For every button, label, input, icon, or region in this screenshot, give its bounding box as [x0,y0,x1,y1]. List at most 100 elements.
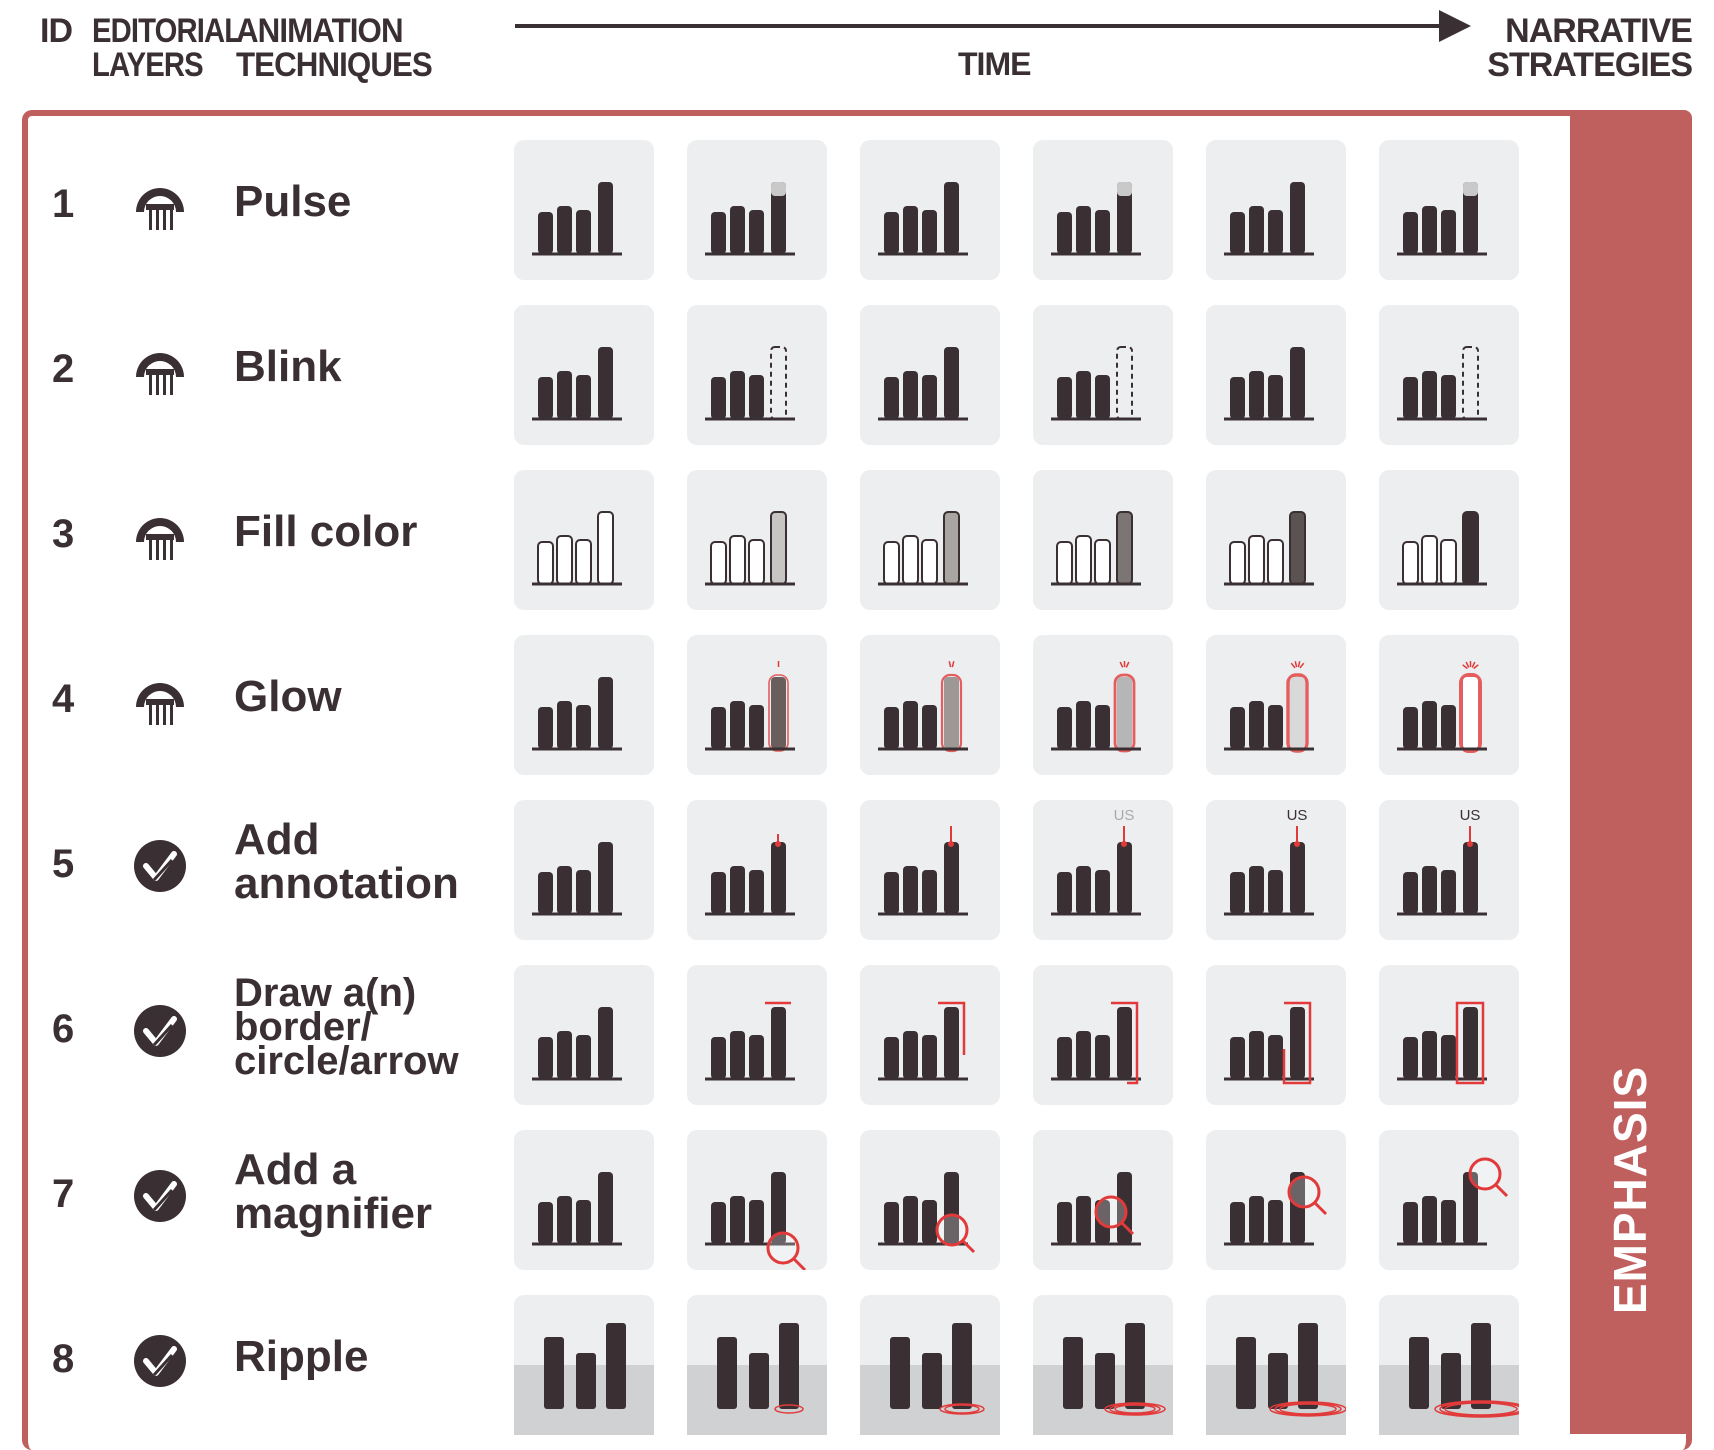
bar-chart-icon [705,1001,795,1081]
header-strategies-line-1: NARRATIVE [1505,12,1693,50]
frame-tile: US [1206,800,1346,940]
bar-0 [538,1037,553,1079]
row-id: 3 [52,512,75,556]
icon-column-2 [163,540,166,560]
bar-chart-icon [1051,661,1141,753]
magnifier-lens [935,1213,969,1247]
bar-2 [606,1323,626,1409]
bar-0 [1057,872,1072,914]
bar-1 [730,866,745,914]
bar-2 [1125,1323,1145,1409]
frame-tile [1033,635,1173,775]
bar-2 [922,210,937,254]
bar-2 [1268,705,1283,749]
bar-1 [557,701,572,749]
header-narrative-strategies: NARRATIVE STRATEGIES [1487,12,1693,82]
bar-1 [1249,1031,1264,1079]
ripple-0 [1104,1402,1166,1416]
icon-plate [146,699,174,705]
frame-tile [514,965,654,1105]
bar-chart-icon [878,347,968,421]
bar-1 [902,535,919,585]
bar-0 [1403,1202,1418,1244]
bar-3 [1290,1007,1305,1079]
icon-disc [134,1170,186,1222]
glow-ray-1 [1465,661,1470,668]
bar-1 [576,1353,596,1409]
icon-plate [146,369,174,375]
bar-3 [944,182,959,254]
frame-tile [514,800,654,940]
annotation-layer-icon [132,1003,188,1059]
frame-tile [1033,1295,1173,1435]
header-time: TIME [958,46,1031,82]
bar-3 [597,511,614,585]
bar-chart-icon [1051,1172,1141,1246]
bar-1 [556,535,573,585]
bar-3 [1290,677,1305,749]
bar-3 [1463,677,1478,749]
bar-chart-icon [1051,511,1141,586]
bar-3 [598,347,613,419]
bar-chart-icon [514,1323,654,1435]
ripple-0 [1434,1400,1519,1418]
bar-2 [1095,705,1110,749]
bar-3 [944,1007,959,1079]
technique-name: Add annotation [234,818,459,906]
bar-chart-icon [878,1001,968,1081]
bar-0 [890,1337,910,1409]
glow-ray-1 [951,661,955,668]
bar-2 [921,539,938,585]
bar-0 [884,1202,899,1244]
frame-tile [1379,1295,1519,1435]
bar-0 [1230,872,1245,914]
bar-chart-icon [878,182,968,256]
annotation-layer-icon [132,838,188,894]
icon-column-3 [170,210,173,230]
ripple-1 [1274,1402,1342,1416]
bar-3 [1116,346,1133,420]
bar-1 [730,1196,745,1244]
icon-pen [152,1188,174,1212]
bar-3 [770,346,787,420]
bar-2 [922,1200,937,1244]
bar-1 [1249,206,1264,254]
bar-chart-icon [532,182,622,256]
technique-row: 4 Glow [0,623,1560,775]
frame-tile [514,140,654,280]
icon-column-2 [163,375,166,395]
bar-3 [771,1172,786,1244]
bar-3 [1290,347,1305,419]
annotation-layer-icon [132,1333,188,1389]
bar-0 [1409,1337,1429,1409]
bar-3 [771,677,786,749]
annotation-label: US [1287,807,1308,824]
frame-tile [514,1130,654,1270]
ripple-1 [1109,1403,1161,1415]
bar-1 [1422,1031,1437,1079]
bar-2 [749,1200,764,1244]
bar-3 [770,511,787,585]
annotation-layer-icon [134,1335,186,1387]
bar-1 [729,535,746,585]
bar-chart-icon [1397,1001,1487,1085]
bar-3 [598,842,613,914]
bar-3 [1463,182,1478,254]
bar-3 [598,677,613,749]
ripple-2 [1279,1403,1337,1415]
bar-1 [1076,701,1091,749]
icon-pen [152,1353,174,1377]
icon-column-3 [170,705,173,725]
bar-2 [1268,870,1283,914]
technique-row: 3 Fill color [0,458,1560,610]
frame-tile [1379,965,1519,1105]
bar-2 [1471,1323,1491,1409]
strategy-band-text: EMPHASIS [1604,1065,1656,1315]
technique-name-line: border/ [234,1005,372,1049]
magnifier-lens [1287,1175,1321,1209]
bar-0 [544,1337,564,1409]
bar-chart-icon [1397,1157,1509,1246]
bar-chart-icon [1051,346,1141,421]
frame-tile [1033,965,1173,1105]
glow-ray-2 [1297,661,1301,668]
